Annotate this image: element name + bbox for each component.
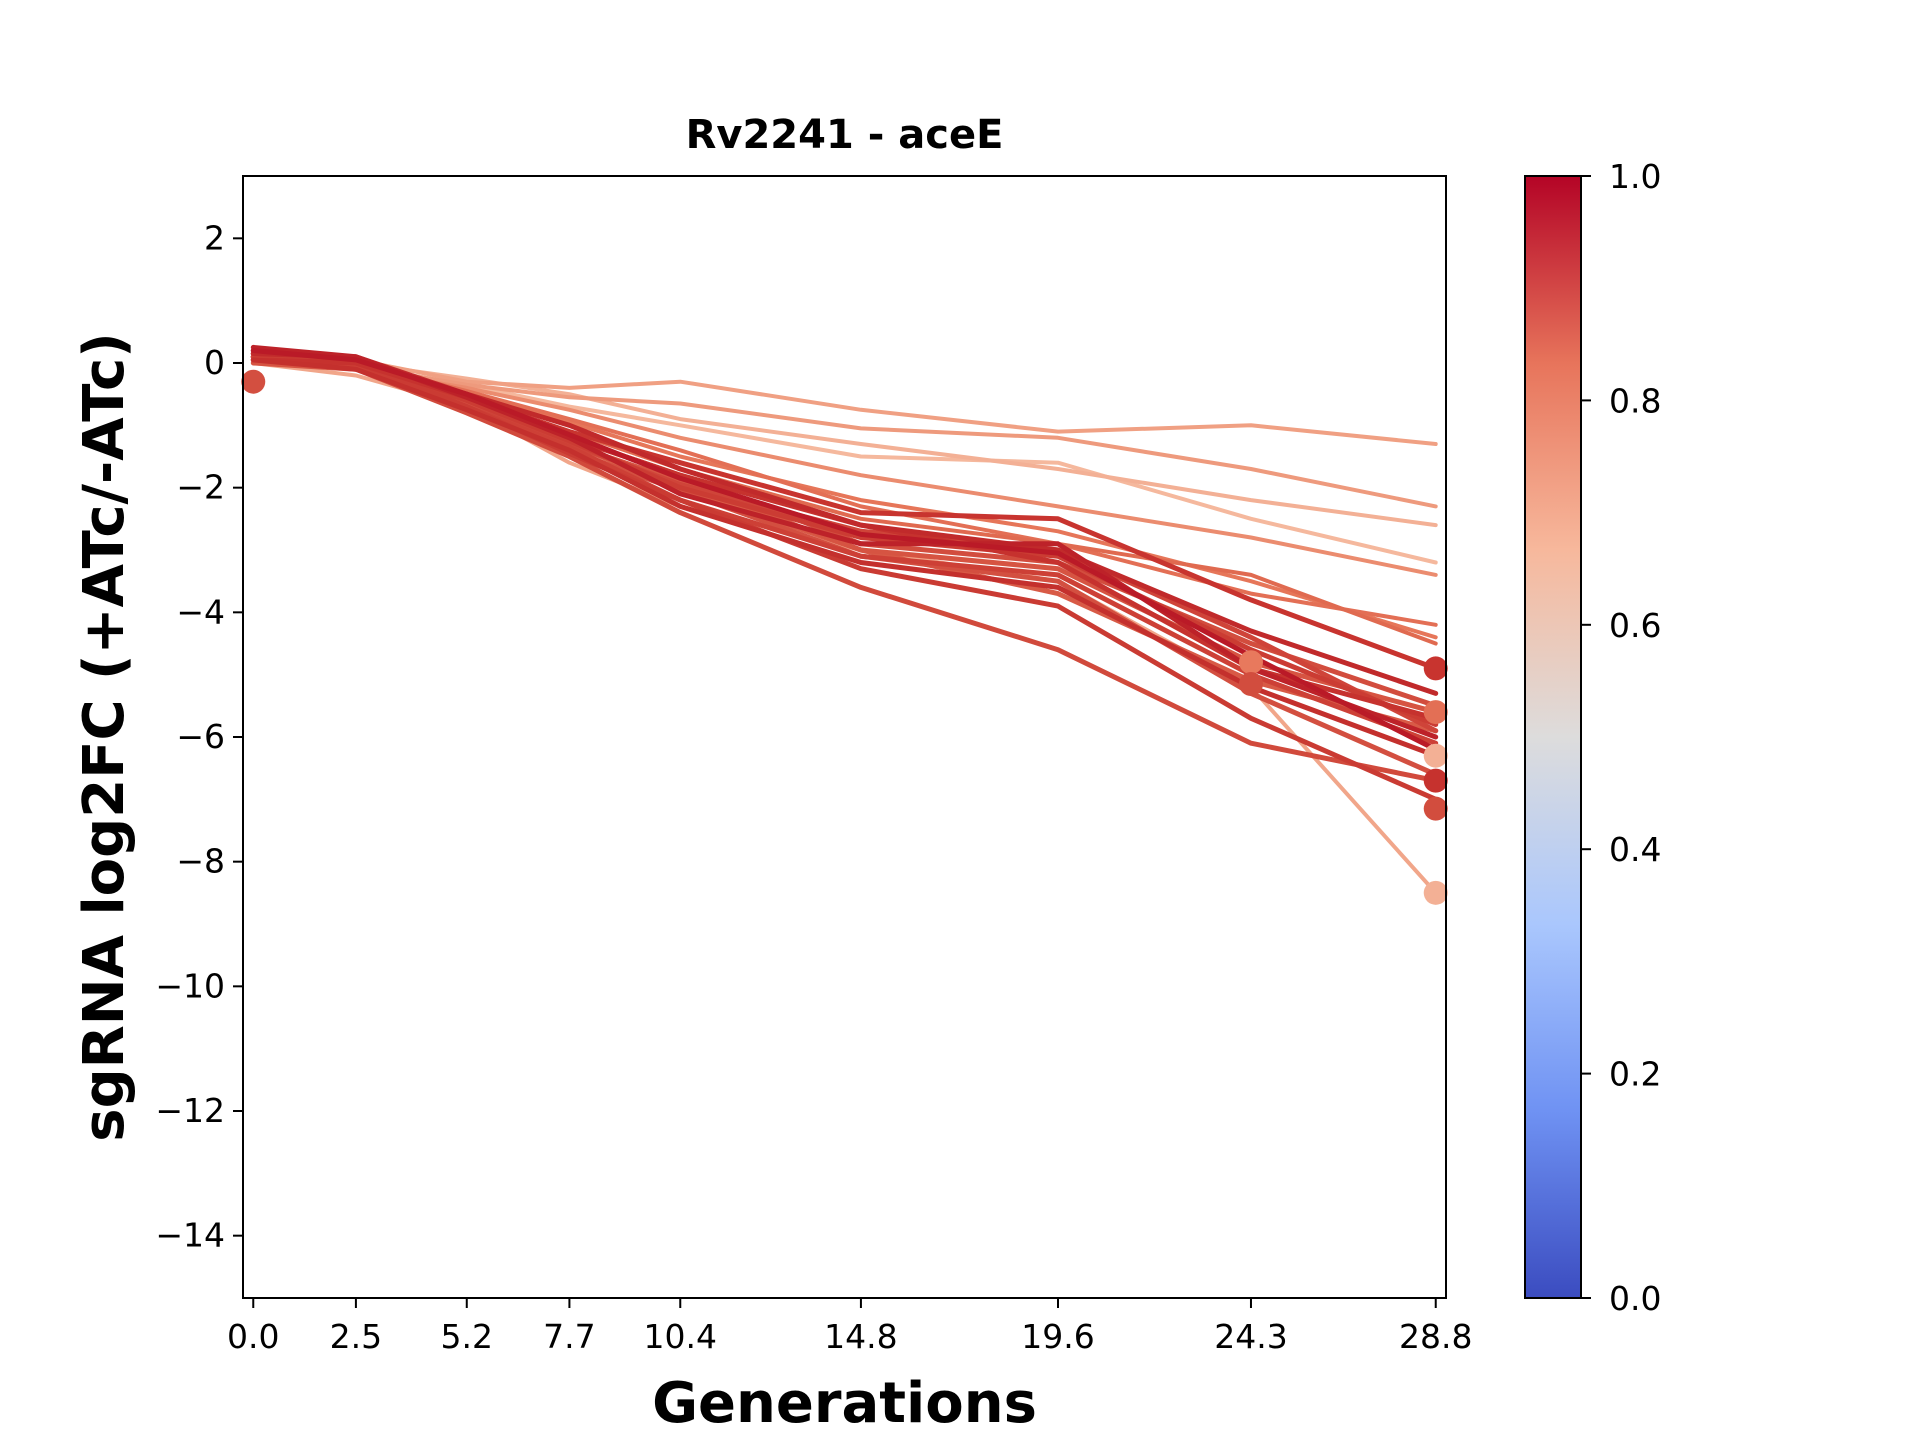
x-tick-label: 2.5	[330, 1317, 382, 1356]
series-line-17	[250, 348, 1439, 752]
series-line-19	[250, 351, 1439, 802]
colorbar-tick-label: 0.0	[1609, 1279, 1661, 1318]
colorbar-tick-label: 0.8	[1609, 381, 1661, 420]
data-point-marker	[1423, 656, 1448, 681]
x-tick-label: 28.8	[1399, 1317, 1472, 1356]
x-tick-label: 7.7	[543, 1317, 595, 1356]
x-tick-label: 0.0	[227, 1317, 279, 1356]
colorbar-gradient	[1524, 175, 1582, 1299]
series-line-24	[250, 357, 1439, 721]
series-line-18	[250, 357, 1439, 777]
y-tick-label: −6	[176, 717, 225, 756]
data-point-marker	[1238, 672, 1263, 697]
data-point-marker	[241, 369, 266, 394]
colorbar-ticks: 0.0 0.2 0.4 0.6 0.8 1.0	[1581, 157, 1661, 1318]
chart-title: Rv2241 - aceE	[686, 112, 1004, 158]
x-tick-label: 10.4	[644, 1317, 717, 1356]
colorbar: 0.0 0.2 0.4 0.6 0.8 1.0	[1524, 157, 1661, 1318]
data-point-marker	[1423, 768, 1448, 793]
y-tick-label: −14	[155, 1216, 225, 1255]
x-tick-label: 5.2	[441, 1317, 493, 1356]
y-axis-title: sgRNA log2FC (+ATc/-ATc)	[72, 332, 137, 1142]
data-point-marker	[1423, 796, 1448, 821]
series-markers	[241, 369, 1448, 905]
y-axis: 2 0 −2 −4 −6 −8 −10 −12 −14	[155, 218, 243, 1255]
colorbar-tick-label: 0.2	[1609, 1055, 1661, 1094]
y-tick-label: −4	[176, 592, 225, 631]
x-tick-label: 19.6	[1021, 1317, 1094, 1356]
data-point-marker	[1238, 650, 1263, 675]
series-lines	[250, 344, 1439, 895]
y-tick-label: −10	[155, 966, 225, 1005]
data-point-marker	[1423, 700, 1448, 725]
colorbar-tick-label: 1.0	[1609, 157, 1661, 196]
x-tick-label: 14.8	[824, 1317, 897, 1356]
y-tick-label: −2	[176, 468, 225, 507]
series-line-20	[250, 354, 1439, 784]
x-tick-label: 24.3	[1214, 1317, 1287, 1356]
y-tick-label: −12	[155, 1091, 225, 1130]
x-axis: 0.0 2.5 5.2 7.7 10.4 14.8 19.6 24.3 28.8	[227, 1298, 1472, 1356]
colorbar-tick-label: 0.4	[1609, 830, 1661, 869]
plot-frame	[242, 175, 1447, 1299]
y-tick-label: 0	[204, 343, 225, 382]
x-axis-title: Generations	[652, 1371, 1037, 1436]
data-point-marker	[1423, 743, 1448, 768]
series-line-15	[250, 357, 1439, 759]
colorbar-tick-label: 0.6	[1609, 606, 1661, 645]
data-point-marker	[1423, 880, 1448, 905]
y-tick-label: −8	[176, 842, 225, 881]
y-tick-label: 2	[204, 218, 225, 257]
